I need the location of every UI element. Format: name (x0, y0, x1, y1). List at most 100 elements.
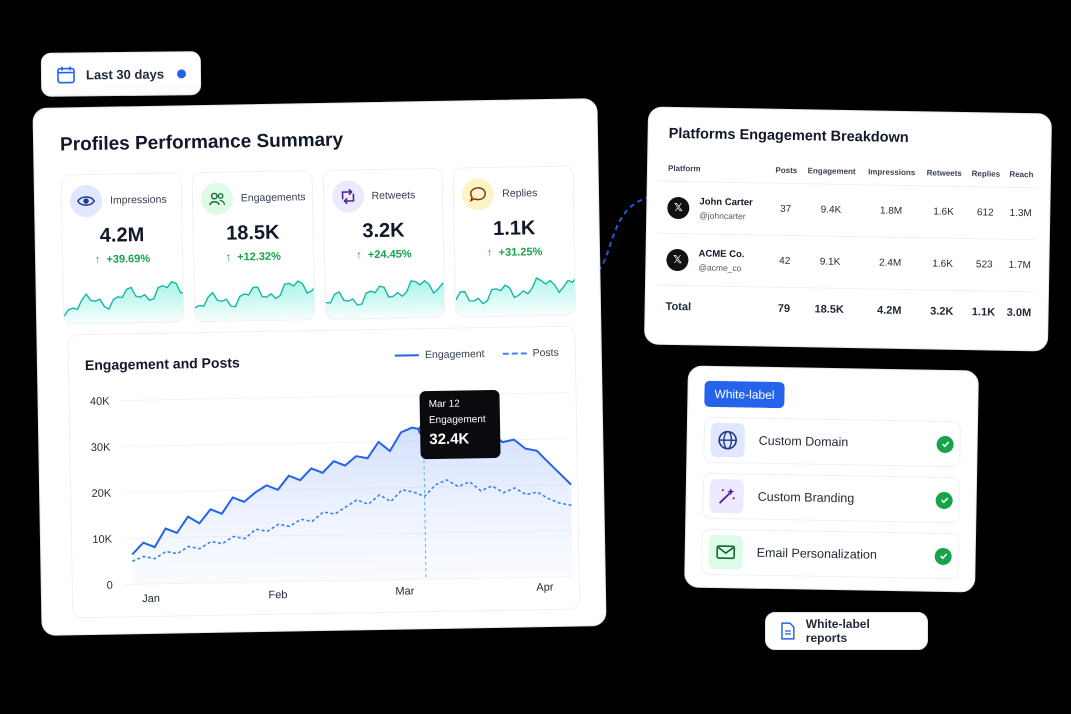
sparkline-line (194, 280, 315, 309)
line-chart-plot[interactable]: 40K 30K 20K 10K 0 Jan Feb Mar Apr (68, 327, 581, 620)
cell-replies: 612 (965, 186, 1005, 240)
sparkline-area (194, 280, 315, 322)
cell-impressions: 1.8M (860, 184, 922, 238)
engagement-area (132, 420, 573, 585)
metric-change: ↑ +39.69% (94, 252, 151, 266)
feature-custom-branding[interactable]: Custom Branding (702, 472, 961, 524)
column-header[interactable]: Impressions (861, 159, 922, 186)
metric-value: 18.5K (225, 221, 280, 245)
feature-email-personalization[interactable]: Email Personalization (701, 528, 960, 580)
sparkline-chart (63, 280, 184, 324)
total-posts: 79 (777, 302, 791, 315)
white-label-reports-button[interactable]: White-label reports (765, 612, 928, 650)
sparkline-area (456, 268, 577, 317)
cell-reach: 1.7M (1002, 239, 1037, 292)
column-header[interactable]: Reach (1004, 161, 1039, 188)
date-range-label: Last 30 days (85, 66, 165, 82)
eye-icon (69, 184, 103, 218)
sparkline-line (63, 280, 184, 317)
cell-posts: 42 (769, 235, 801, 288)
total-replies: 1.1K (971, 305, 996, 319)
y-tick-label: 20K (91, 488, 111, 500)
total-retweets: 3.2K (930, 305, 954, 318)
metric-value: 1.1K (492, 217, 536, 240)
cell-replies: 523 (964, 238, 1004, 292)
metric-card-engagements[interactable]: Engagements 18.5K ↑ +12.32% (191, 170, 315, 323)
total-impressions: 4.2M (876, 304, 902, 317)
sparkline-area (325, 279, 446, 319)
x-tick-label: Apr (536, 581, 554, 593)
arrow-up-icon: ↑ (225, 251, 232, 264)
metric-change: ↑ +24.45% (356, 248, 412, 262)
table-row[interactable]: 𝕏 John Carter @johncarter 37 9.4K 1.8M 1… (656, 181, 1038, 240)
check-circle-icon (936, 435, 954, 453)
table-total-row: Total 79 18.5K 4.2M 3.2K 1.1K 3.0M (655, 285, 1036, 334)
chat-bubble-icon (461, 177, 495, 211)
arrow-up-icon: ↑ (486, 246, 493, 260)
metric-label: Impressions (109, 193, 167, 207)
total-engagement: 18.5K (814, 303, 845, 316)
x-tick-label: Mar (395, 585, 414, 597)
calendar-icon (57, 66, 75, 84)
chart-tooltip: Mar 12 Engagement 32.4K (419, 389, 501, 460)
total-label: Total (665, 300, 692, 314)
retweet-icon (331, 180, 364, 213)
metric-card-replies[interactable]: Replies 1.1K ↑ +31.25% (452, 165, 577, 318)
check-circle-icon (935, 491, 953, 509)
column-header[interactable]: Replies (966, 161, 1006, 188)
column-header[interactable]: Engagement (801, 158, 863, 185)
cell-engagement: 9.4K (800, 183, 862, 237)
magic-wand-icon (709, 478, 744, 514)
x-tick-label: Feb (268, 589, 287, 601)
document-icon (781, 622, 795, 640)
metric-card-impressions[interactable]: Impressions 4.2M ↑ +39.69% (60, 172, 184, 325)
account-handle: @johncarter (699, 209, 746, 221)
metric-card-retweets[interactable]: Retweets 3.2K ↑ +24.45% (322, 167, 446, 320)
posts-series-line (132, 478, 572, 563)
platforms-title: Platforms Engagement Breakdown (668, 125, 909, 147)
feature-label: Custom Domain (758, 433, 849, 450)
sparkline-chart (325, 279, 446, 319)
x-logo-icon: 𝕏 (667, 196, 690, 219)
cell-impressions: 2.4M (859, 236, 921, 290)
cell-retweets: 1.6K (920, 185, 967, 239)
engagement-posts-chart: Engagement and Posts Engagement Posts 40… (67, 325, 581, 620)
gridline (121, 392, 570, 401)
date-range-filter[interactable]: Last 30 days (40, 51, 202, 97)
cell-retweets: 1.6K (919, 237, 966, 291)
feature-label: Custom Branding (757, 489, 855, 506)
metric-value: 4.2M (99, 224, 145, 247)
account-handle: @acme_co (698, 261, 742, 273)
feature-label: Email Personalization (756, 545, 878, 562)
cell-engagement: 9.1K (799, 235, 861, 289)
tooltip-date: Mar 12 (428, 398, 460, 411)
column-header[interactable]: Posts (771, 157, 802, 184)
metric-cards: Impressions 4.2M ↑ +39.69% Engagements 1… (60, 165, 577, 325)
sparkline-chart (455, 268, 577, 317)
status-dot (176, 68, 187, 78)
cell-posts: 37 (770, 183, 802, 236)
mail-icon (708, 534, 744, 570)
feature-custom-domain[interactable]: Custom Domain (703, 416, 962, 468)
y-tick-label: 0 (107, 580, 113, 592)
x-logo-icon: 𝕏 (666, 248, 689, 271)
metric-change: ↑ +12.32% (225, 250, 281, 264)
account-name: John Carter (699, 195, 753, 208)
table-row[interactable]: 𝕏 ACME Co. @acme_co 42 9.1K 2.4M 1.6K 52… (655, 233, 1037, 292)
column-header[interactable]: Platform (657, 155, 772, 184)
metric-label: Retweets (371, 189, 416, 203)
cell-reach: 1.3M (1003, 187, 1038, 240)
users-icon (200, 182, 234, 216)
globe-icon (710, 422, 745, 458)
white-label-card: White-label Custom Domain Custom Brandin… (684, 365, 979, 593)
metric-label: Engagements (240, 191, 306, 205)
metric-label: Replies (502, 187, 538, 200)
platforms-breakdown-card: Platforms Engagement Breakdown Platform … (643, 106, 1053, 352)
sparkline-line (455, 268, 577, 305)
arrow-up-icon: ↑ (94, 253, 101, 266)
sparkline-area (64, 281, 184, 324)
y-tick-label: 40K (90, 396, 110, 408)
tooltip-label: Engagement (428, 414, 486, 427)
column-header[interactable]: Retweets (921, 160, 968, 187)
x-tick-label: Jan (142, 593, 160, 605)
